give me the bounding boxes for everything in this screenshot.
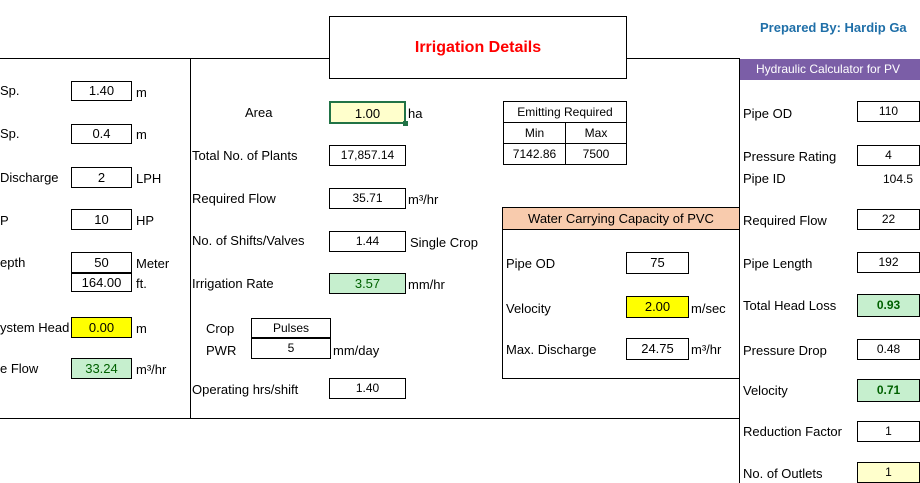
hydraulic-title: Hydraulic Calculator for PV (756, 62, 901, 76)
hyd-velocity-label: Velocity (743, 383, 788, 398)
pwr-value[interactable]: 5 (251, 338, 331, 359)
irrigation-rate-unit: mm/hr (408, 277, 445, 292)
row5-unit: Meter (136, 256, 170, 271)
area-unit: ha (408, 106, 423, 121)
max-discharge-value: 24.75 (626, 338, 689, 360)
row3-value[interactable]: 2 (71, 167, 132, 188)
outlets-label: No. of Outlets (743, 466, 823, 481)
water-velocity-value[interactable]: 2.00 (626, 296, 689, 318)
plants-label: Total No. of Plants (192, 148, 298, 163)
emitting-max-header: Max (565, 122, 627, 144)
hyd-pipe-od-label: Pipe OD (743, 106, 793, 121)
reduction-factor-value[interactable]: 1 (857, 421, 920, 442)
flow-label: Required Flow (192, 191, 276, 206)
op-hrs-label: Operating hrs/shift (192, 382, 299, 397)
emitting-min-header: Min (503, 122, 566, 144)
bottom-frame-line (0, 418, 740, 419)
water-capacity-panel (502, 207, 740, 379)
pipe-id-label: Pipe ID (743, 171, 786, 186)
water-pipe-od-value[interactable]: 75 (626, 252, 689, 274)
row4-unit: HP (136, 213, 155, 228)
row5-label: epth (0, 255, 26, 270)
area-input[interactable]: 1.00 (329, 101, 406, 124)
row4-label: P (0, 213, 9, 228)
pressure-drop-value: 0.48 (857, 339, 920, 360)
hyd-required-flow-value[interactable]: 22 (857, 209, 920, 230)
reduction-factor-label: Reduction Factor (743, 424, 842, 439)
hyd-pipe-od-value[interactable]: 110 (857, 101, 920, 122)
row2-unit: m (136, 127, 147, 142)
row7-unit: m³/hr (136, 362, 167, 377)
crop-value[interactable]: Pulses (251, 318, 331, 338)
hyd-velocity-value: 0.71 (857, 379, 920, 402)
flow-value: 35.71 (329, 188, 406, 209)
water-capacity-header: Water Carrying Capacity of PVC (503, 208, 739, 230)
shifts-label: No. of Shifts/Valves (192, 233, 305, 248)
hyd-required-flow-label: Required Flow (743, 213, 827, 228)
row5-value-ft: 164.00 (71, 273, 132, 292)
row2-value[interactable]: 0.4 (71, 124, 132, 144)
irrigation-rate-label: Irrigation Rate (192, 276, 274, 291)
row7-label: e Flow (0, 361, 39, 376)
row2-label: Sp. (0, 126, 20, 141)
pipe-length-label: Pipe Length (743, 256, 813, 271)
row5-unit-ft: ft. (136, 276, 147, 291)
row3-label: Discharge (0, 170, 59, 185)
row6-label: ystem Head (0, 320, 70, 335)
max-discharge-label: Max. Discharge (506, 342, 597, 357)
pressure-rating-value[interactable]: 4 (857, 145, 920, 166)
pwr-unit: mm/day (333, 343, 380, 358)
shifts-value: 1.44 (329, 231, 406, 252)
pipe-length-value[interactable]: 192 (857, 252, 920, 273)
op-hrs-value: 1.40 (329, 378, 406, 399)
page-title: Irrigation Details (414, 38, 542, 56)
plants-value: 17,857.14 (329, 145, 406, 166)
irrigation-rate-value: 3.57 (329, 273, 406, 294)
prepared-by: Prepared By: Hardip Ga (760, 20, 907, 35)
total-head-loss-value: 0.93 (857, 294, 920, 317)
row1-value[interactable]: 1.40 (71, 81, 132, 101)
row6-unit: m (136, 321, 147, 336)
top-frame-line-left (0, 58, 330, 59)
pressure-rating-label: Pressure Rating (743, 149, 837, 164)
water-velocity-label: Velocity (506, 301, 551, 316)
emitting-min-value: 7142.86 (503, 143, 566, 165)
area-label: Area (245, 105, 273, 120)
row7-value: 33.24 (71, 358, 132, 379)
emitting-max-value: 7500 (565, 143, 627, 165)
system-head-value[interactable]: 0.00 (71, 317, 132, 338)
row1-unit: m (136, 85, 147, 100)
pressure-drop-label: Pressure Drop (743, 343, 827, 358)
water-pipe-od-label: Pipe OD (506, 256, 556, 271)
water-velocity-unit: m/sec (691, 301, 726, 316)
outlets-value[interactable]: 1 (857, 462, 920, 483)
crop-label: Crop (206, 321, 235, 336)
row1-label: Sp. (0, 83, 20, 98)
row4-value[interactable]: 10 (71, 209, 132, 230)
pipe-id-value: 104.5 (883, 172, 914, 186)
row3-unit: LPH (136, 171, 162, 186)
total-head-loss-label: Total Head Loss (743, 298, 837, 313)
flow-unit: m³/hr (408, 192, 439, 207)
top-frame-line-right (627, 58, 740, 59)
max-discharge-unit: m³/hr (691, 342, 722, 357)
row5-value[interactable]: 50 (71, 252, 132, 273)
title-box: Irrigation Details (329, 16, 627, 79)
cell-fill-handle[interactable] (403, 121, 408, 126)
pwr-label: PWR (206, 343, 237, 358)
shifts-unit: Single Crop (410, 235, 478, 250)
emitting-title: Emitting Required (503, 101, 627, 123)
hydraulic-header: Hydraulic Calculator for PV (740, 59, 920, 80)
water-capacity-title: Water Carrying Capacity of PVC (528, 211, 714, 226)
section-divider-left (190, 58, 191, 418)
